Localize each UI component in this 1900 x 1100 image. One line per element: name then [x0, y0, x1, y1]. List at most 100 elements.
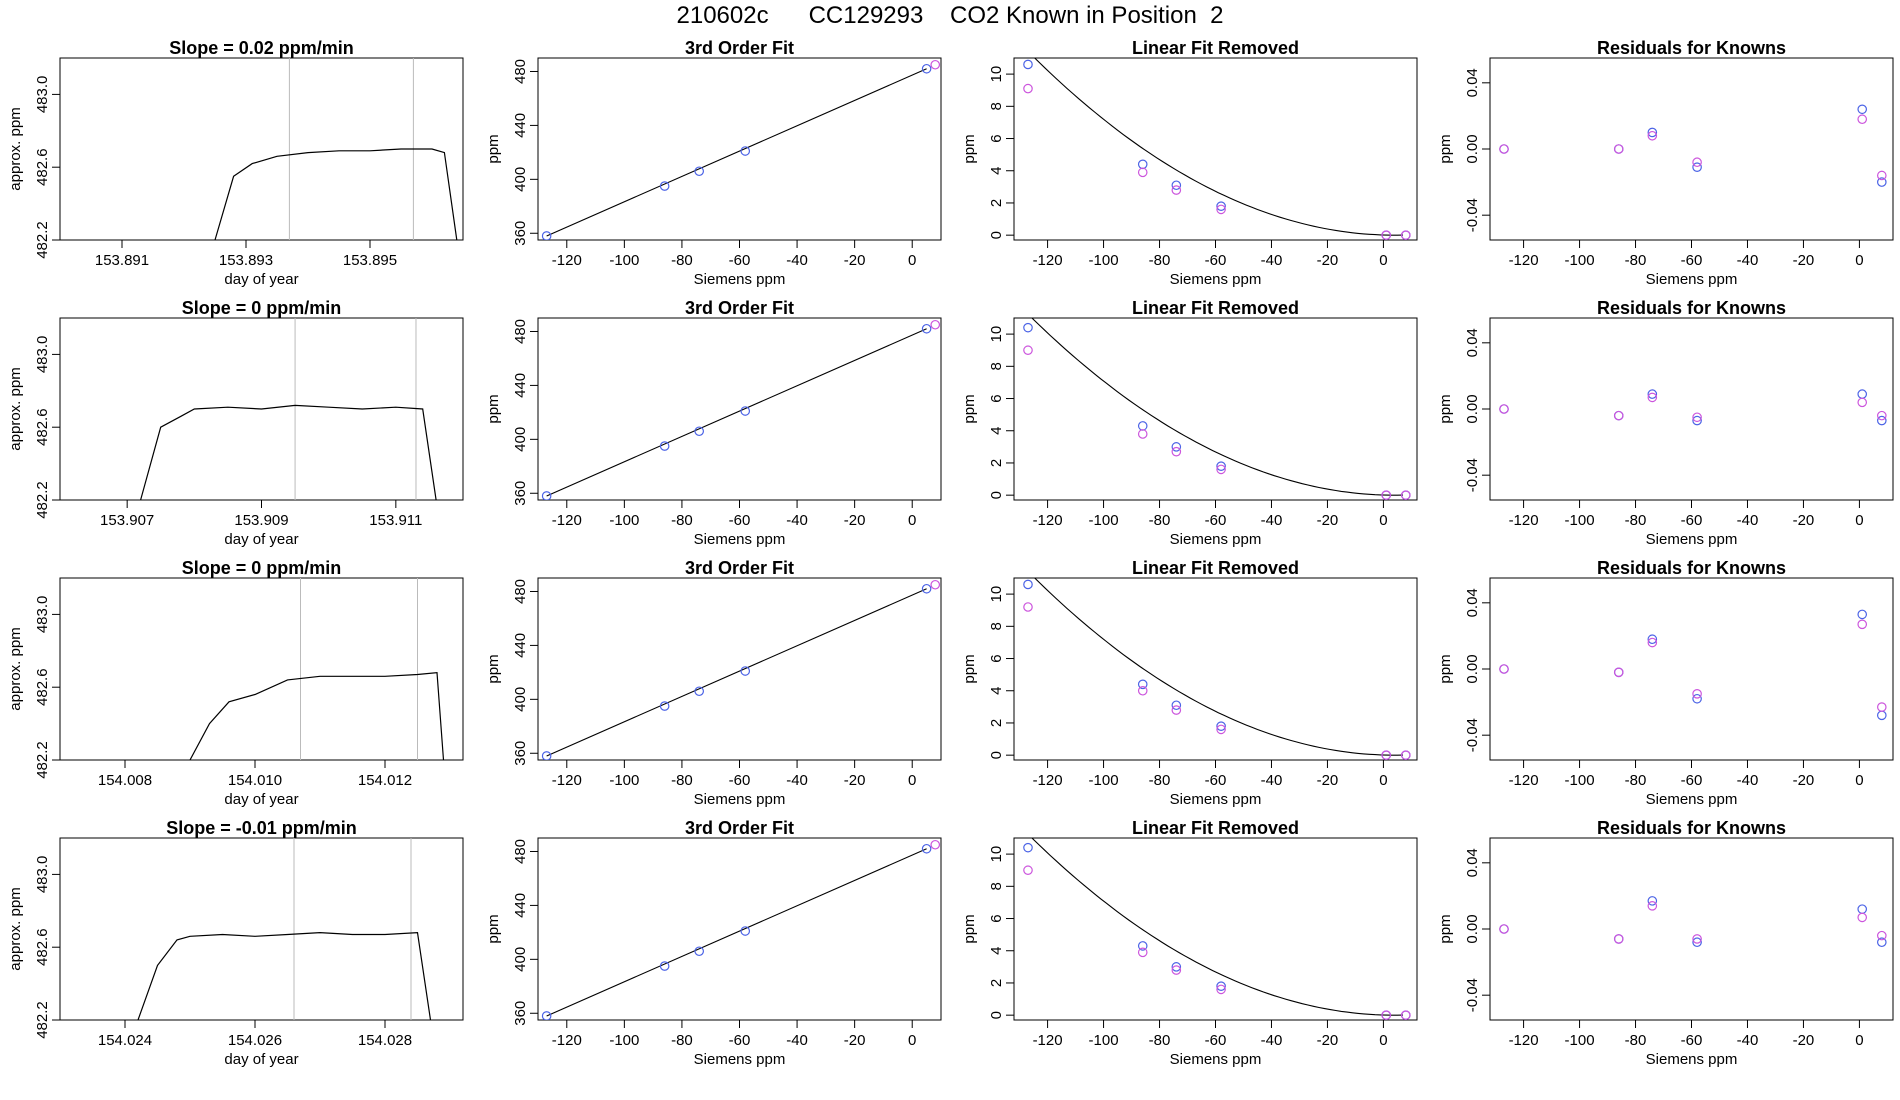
- data-point-blue: [1023, 579, 1033, 590]
- y-tick-label: 482.6: [34, 928, 51, 966]
- y-tick-label: -0.04: [1464, 718, 1481, 752]
- y-tick-label: 0.00: [1464, 134, 1481, 163]
- data-point-blue: [1692, 937, 1702, 948]
- y-axis-label: ppm: [485, 914, 502, 943]
- x-tick-label: -20: [1793, 1032, 1815, 1049]
- y-tick-label: 360: [512, 1001, 529, 1026]
- data-point-magenta: [1877, 170, 1887, 181]
- data-point-blue: [1647, 127, 1658, 138]
- chart-panel-2-1: Slope = 0 ppm/min 153.907 153.909 153.911 da…: [7, 298, 464, 548]
- y-tick-label: 480: [512, 579, 529, 604]
- x-tick-label: -80: [671, 772, 693, 789]
- fit-curve: [1031, 838, 1404, 1016]
- x-tick-label: -40: [786, 512, 808, 529]
- data-point-magenta: [1692, 689, 1702, 699]
- data-point-blue: [659, 701, 670, 711]
- data-point-magenta: [1401, 1010, 1411, 1020]
- data-point-blue: [1692, 415, 1702, 426]
- y-tick-label: -0.04: [1464, 198, 1481, 232]
- data-point-magenta: [1137, 167, 1148, 178]
- data-point-magenta: [930, 579, 941, 590]
- y-tick-label: 440: [512, 373, 529, 398]
- plot-area: [541, 59, 941, 240]
- x-axis-label: Siemens ppm: [694, 531, 786, 548]
- data-point-blue: [1171, 962, 1182, 972]
- y-tick-label: 440: [512, 893, 529, 918]
- x-tick-label: -80: [671, 1032, 693, 1049]
- data-point-magenta: [1877, 410, 1887, 421]
- y-tick-label: 2: [988, 459, 1005, 467]
- data-point-magenta: [1401, 490, 1411, 500]
- x-tick-label: -40: [1261, 512, 1283, 529]
- chart-panel-4-4: Residuals for Knowns -120 -100 -80 -60 -40 -20…: [1437, 818, 1894, 1068]
- x-tick-label: -40: [1737, 512, 1759, 529]
- x-tick-label: 0: [1855, 1032, 1863, 1049]
- data-point-magenta: [1216, 984, 1226, 995]
- y-tick-label: 6: [988, 134, 1005, 142]
- y-tick-label: -0.04: [1464, 978, 1481, 1012]
- fit-line: [546, 848, 927, 1017]
- x-axis-label: Siemens ppm: [1646, 1051, 1738, 1068]
- y-tick-label: 360: [512, 741, 529, 766]
- data-point-blue: [740, 666, 751, 676]
- x-tick-label: 154.026: [228, 1032, 282, 1049]
- x-tick-label: -120: [1509, 512, 1539, 529]
- data-point-magenta: [1137, 947, 1148, 958]
- y-tick-label: 8: [988, 882, 1005, 890]
- data-point-magenta: [1171, 446, 1182, 457]
- x-tick-label: -80: [1625, 512, 1647, 529]
- x-tick-label: -120: [1509, 772, 1539, 789]
- x-tick-label: -60: [729, 252, 751, 269]
- y-tick-label: 0: [988, 1011, 1005, 1019]
- x-tick-label: -80: [1625, 772, 1647, 789]
- x-axis-label: Siemens ppm: [1646, 271, 1738, 288]
- x-tick-label: -100: [1089, 512, 1119, 529]
- x-tick-label: -120: [552, 252, 582, 269]
- plot-area: [541, 319, 941, 500]
- chart-title: Residuals for Knowns: [1597, 38, 1786, 58]
- data-point-magenta: [1877, 702, 1887, 712]
- y-tick-label: 482.2: [34, 1001, 51, 1039]
- data-line: [189, 671, 445, 760]
- y-tick-label: 10: [988, 846, 1005, 863]
- data-line: [140, 404, 437, 500]
- x-tick-label: -100: [1565, 772, 1595, 789]
- y-tick-label: 10: [988, 66, 1005, 83]
- x-tick-label: -80: [1149, 772, 1171, 789]
- data-point-blue: [1216, 201, 1226, 211]
- y-tick-label: 10: [988, 326, 1005, 343]
- x-tick-label: -40: [1737, 1032, 1759, 1049]
- x-tick-label: -40: [786, 252, 808, 269]
- y-axis-label: ppm: [961, 654, 978, 683]
- data-point-blue: [1877, 710, 1887, 721]
- data-point-blue: [1877, 415, 1887, 426]
- x-tick-label: 153.895: [343, 252, 397, 269]
- x-tick-label: -60: [1681, 512, 1703, 529]
- data-point-magenta: [1613, 144, 1624, 154]
- y-tick-label: 4: [988, 167, 1005, 175]
- x-tick-label: 153.893: [219, 252, 273, 269]
- data-point-blue: [541, 231, 552, 240]
- data-point-blue: [1023, 842, 1033, 853]
- plot-area: [214, 58, 458, 240]
- y-axis-label: ppm: [485, 394, 502, 423]
- x-axis-label: Siemens ppm: [1170, 271, 1262, 288]
- x-axis-label: Siemens ppm: [1646, 531, 1738, 548]
- x-tick-label: -40: [786, 1032, 808, 1049]
- x-tick-label: -60: [1205, 772, 1227, 789]
- data-point-magenta: [1857, 912, 1868, 923]
- x-tick-label: -100: [1565, 512, 1595, 529]
- data-point-blue: [1692, 162, 1702, 172]
- x-tick-label: -100: [609, 1032, 639, 1049]
- data-point-blue: [921, 583, 932, 594]
- x-tick-label: -40: [786, 772, 808, 789]
- data-point-magenta: [1499, 664, 1509, 674]
- chart-panel-2-3: Linear Fit Removed -120 -100 -80 -60 -40 -20 0 S…: [961, 298, 1418, 548]
- data-point-blue: [1877, 177, 1887, 187]
- data-point-magenta: [1023, 602, 1033, 612]
- x-tick-label: -60: [1681, 772, 1703, 789]
- x-tick-label: -40: [1261, 1032, 1283, 1049]
- y-tick-label: 6: [988, 394, 1005, 402]
- chart-panel-3-1: Slope = 0 ppm/min 154.008 154.010 154.012 da…: [7, 558, 464, 808]
